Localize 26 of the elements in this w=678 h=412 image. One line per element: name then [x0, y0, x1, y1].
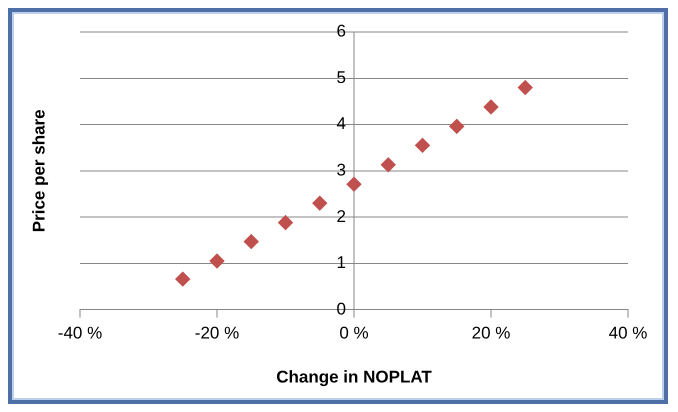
point [210, 254, 224, 269]
x-axis-title: Change in NOPLAT [276, 368, 432, 387]
point [175, 272, 190, 287]
y-tick-label: 0 [336, 299, 346, 318]
x-tick-label: 40 % [608, 323, 648, 342]
point [449, 118, 464, 134]
point [346, 176, 362, 192]
x-tick-label: -40 % [58, 323, 102, 342]
y-tick-label: 1 [336, 253, 346, 272]
point [415, 138, 430, 153]
x-tick-label: 20 % [472, 323, 510, 342]
y-tick-label: 6 [336, 22, 346, 41]
y-tick-label: 4 [336, 114, 346, 134]
point [278, 215, 293, 230]
x-tick-label: -20 % [194, 323, 240, 342]
y-tick-label: 5 [336, 68, 346, 87]
x-tick-label: 0 % [339, 323, 369, 342]
y-axis-title: Price per share [30, 109, 49, 232]
y-tick-label: 3 [336, 160, 346, 180]
y-tick-label: 2 [336, 206, 346, 226]
point [380, 157, 396, 172]
point [518, 80, 533, 96]
point [484, 99, 498, 114]
frame: -40 % -20 % 0 % 20 % 40 % 0 1 2 3 4 5 6 Change in NOPLAT Price per share [8, 8, 668, 404]
point [244, 234, 259, 250]
point [312, 196, 328, 211]
